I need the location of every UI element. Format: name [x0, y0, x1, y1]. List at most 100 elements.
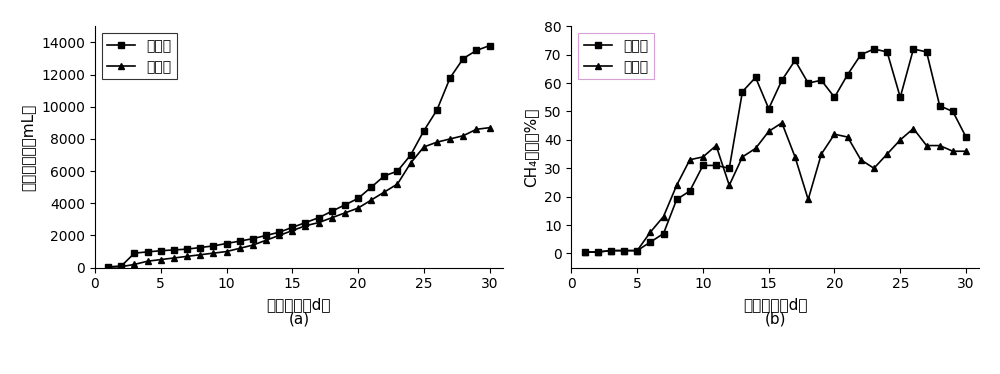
对照组: [802, 197, 814, 202]
对照组: [286, 229, 298, 233]
实施组: [658, 232, 670, 236]
X-axis label: 发酵天数（d）: 发酵天数（d）: [743, 297, 808, 312]
对照组: [934, 143, 946, 148]
对照组: [155, 257, 167, 262]
实施组: [855, 52, 867, 57]
对照组: [828, 132, 840, 137]
对照组: [378, 190, 390, 194]
对照组: [365, 198, 377, 202]
实施组: [457, 56, 469, 61]
实施组: [684, 189, 696, 193]
实施组: [605, 248, 617, 253]
实施组: [789, 58, 801, 62]
实施组: [155, 248, 167, 253]
对照组: [907, 126, 919, 131]
实施组: [378, 174, 390, 178]
实施组: [579, 250, 591, 254]
实施组: [881, 50, 893, 54]
实施组: [273, 230, 285, 234]
对照组: [470, 127, 482, 132]
实施组: [907, 47, 919, 51]
实施组: [431, 108, 443, 112]
实施组: [194, 245, 206, 250]
实施组: [313, 215, 325, 220]
Y-axis label: 累积产气量（mL）: 累积产气量（mL）: [21, 103, 36, 191]
对照组: [579, 250, 591, 254]
对照组: [168, 256, 180, 260]
对照组: [921, 143, 933, 148]
实施组: [470, 48, 482, 53]
对照组: [763, 129, 775, 134]
对照组: [234, 246, 246, 251]
实施组: [618, 248, 630, 253]
对照组: [894, 138, 906, 142]
实施组: [260, 233, 272, 238]
对照组: [102, 265, 114, 269]
对照组: [592, 250, 604, 254]
对照组: [776, 120, 788, 125]
对照组: [671, 183, 683, 187]
对照组: [115, 264, 127, 269]
实施组: [960, 135, 972, 139]
对照组: [947, 149, 959, 153]
实施组: [299, 220, 311, 225]
对照组: [960, 149, 972, 153]
对照组: [789, 155, 801, 159]
对照组: [658, 214, 670, 219]
对照组: [313, 220, 325, 225]
实施组: [842, 72, 854, 77]
实施组: [352, 196, 364, 201]
实施组: [115, 264, 127, 268]
对照组: [299, 224, 311, 228]
对照组: [431, 140, 443, 144]
对照组: [736, 155, 748, 159]
实施组: [802, 81, 814, 85]
实施组: [286, 225, 298, 230]
对照组: [444, 137, 456, 141]
实施组: [365, 185, 377, 190]
对照组: [457, 134, 469, 138]
实施组: [207, 244, 219, 248]
对照组: [247, 243, 259, 247]
实施组: [828, 95, 840, 99]
实施组: [710, 163, 722, 168]
对照组: [418, 145, 430, 149]
Text: (a): (a): [288, 311, 309, 326]
实施组: [644, 240, 656, 244]
对照组: [142, 259, 154, 263]
对照组: [405, 161, 417, 165]
对照组: [339, 211, 351, 215]
实施组: [723, 166, 735, 171]
对照组: [710, 143, 722, 148]
对照组: [697, 155, 709, 159]
对照组: [221, 249, 233, 254]
对照组: [815, 152, 827, 156]
对照组: [605, 248, 617, 253]
对照组: [484, 125, 496, 130]
Line: 实施组: 实施组: [581, 46, 969, 255]
对照组: [868, 166, 880, 171]
对照组: [260, 238, 272, 242]
实施组: [247, 236, 259, 241]
Legend: 实施组, 对照组: 实施组, 对照组: [578, 33, 654, 79]
对照组: [881, 152, 893, 156]
实施组: [128, 251, 140, 255]
实施组: [102, 264, 114, 269]
实施组: [776, 78, 788, 83]
对照组: [352, 206, 364, 210]
对照组: [750, 146, 762, 151]
实施组: [326, 209, 338, 214]
对照组: [391, 182, 403, 186]
实施组: [168, 248, 180, 252]
Line: 对照组: 对照组: [581, 119, 969, 255]
对照组: [326, 215, 338, 220]
Text: (b): (b): [765, 311, 786, 326]
实施组: [868, 47, 880, 51]
实施组: [339, 203, 351, 207]
对照组: [644, 230, 656, 234]
实施组: [631, 248, 643, 253]
实施组: [697, 163, 709, 168]
实施组: [736, 89, 748, 94]
实施组: [391, 169, 403, 174]
实施组: [484, 43, 496, 48]
